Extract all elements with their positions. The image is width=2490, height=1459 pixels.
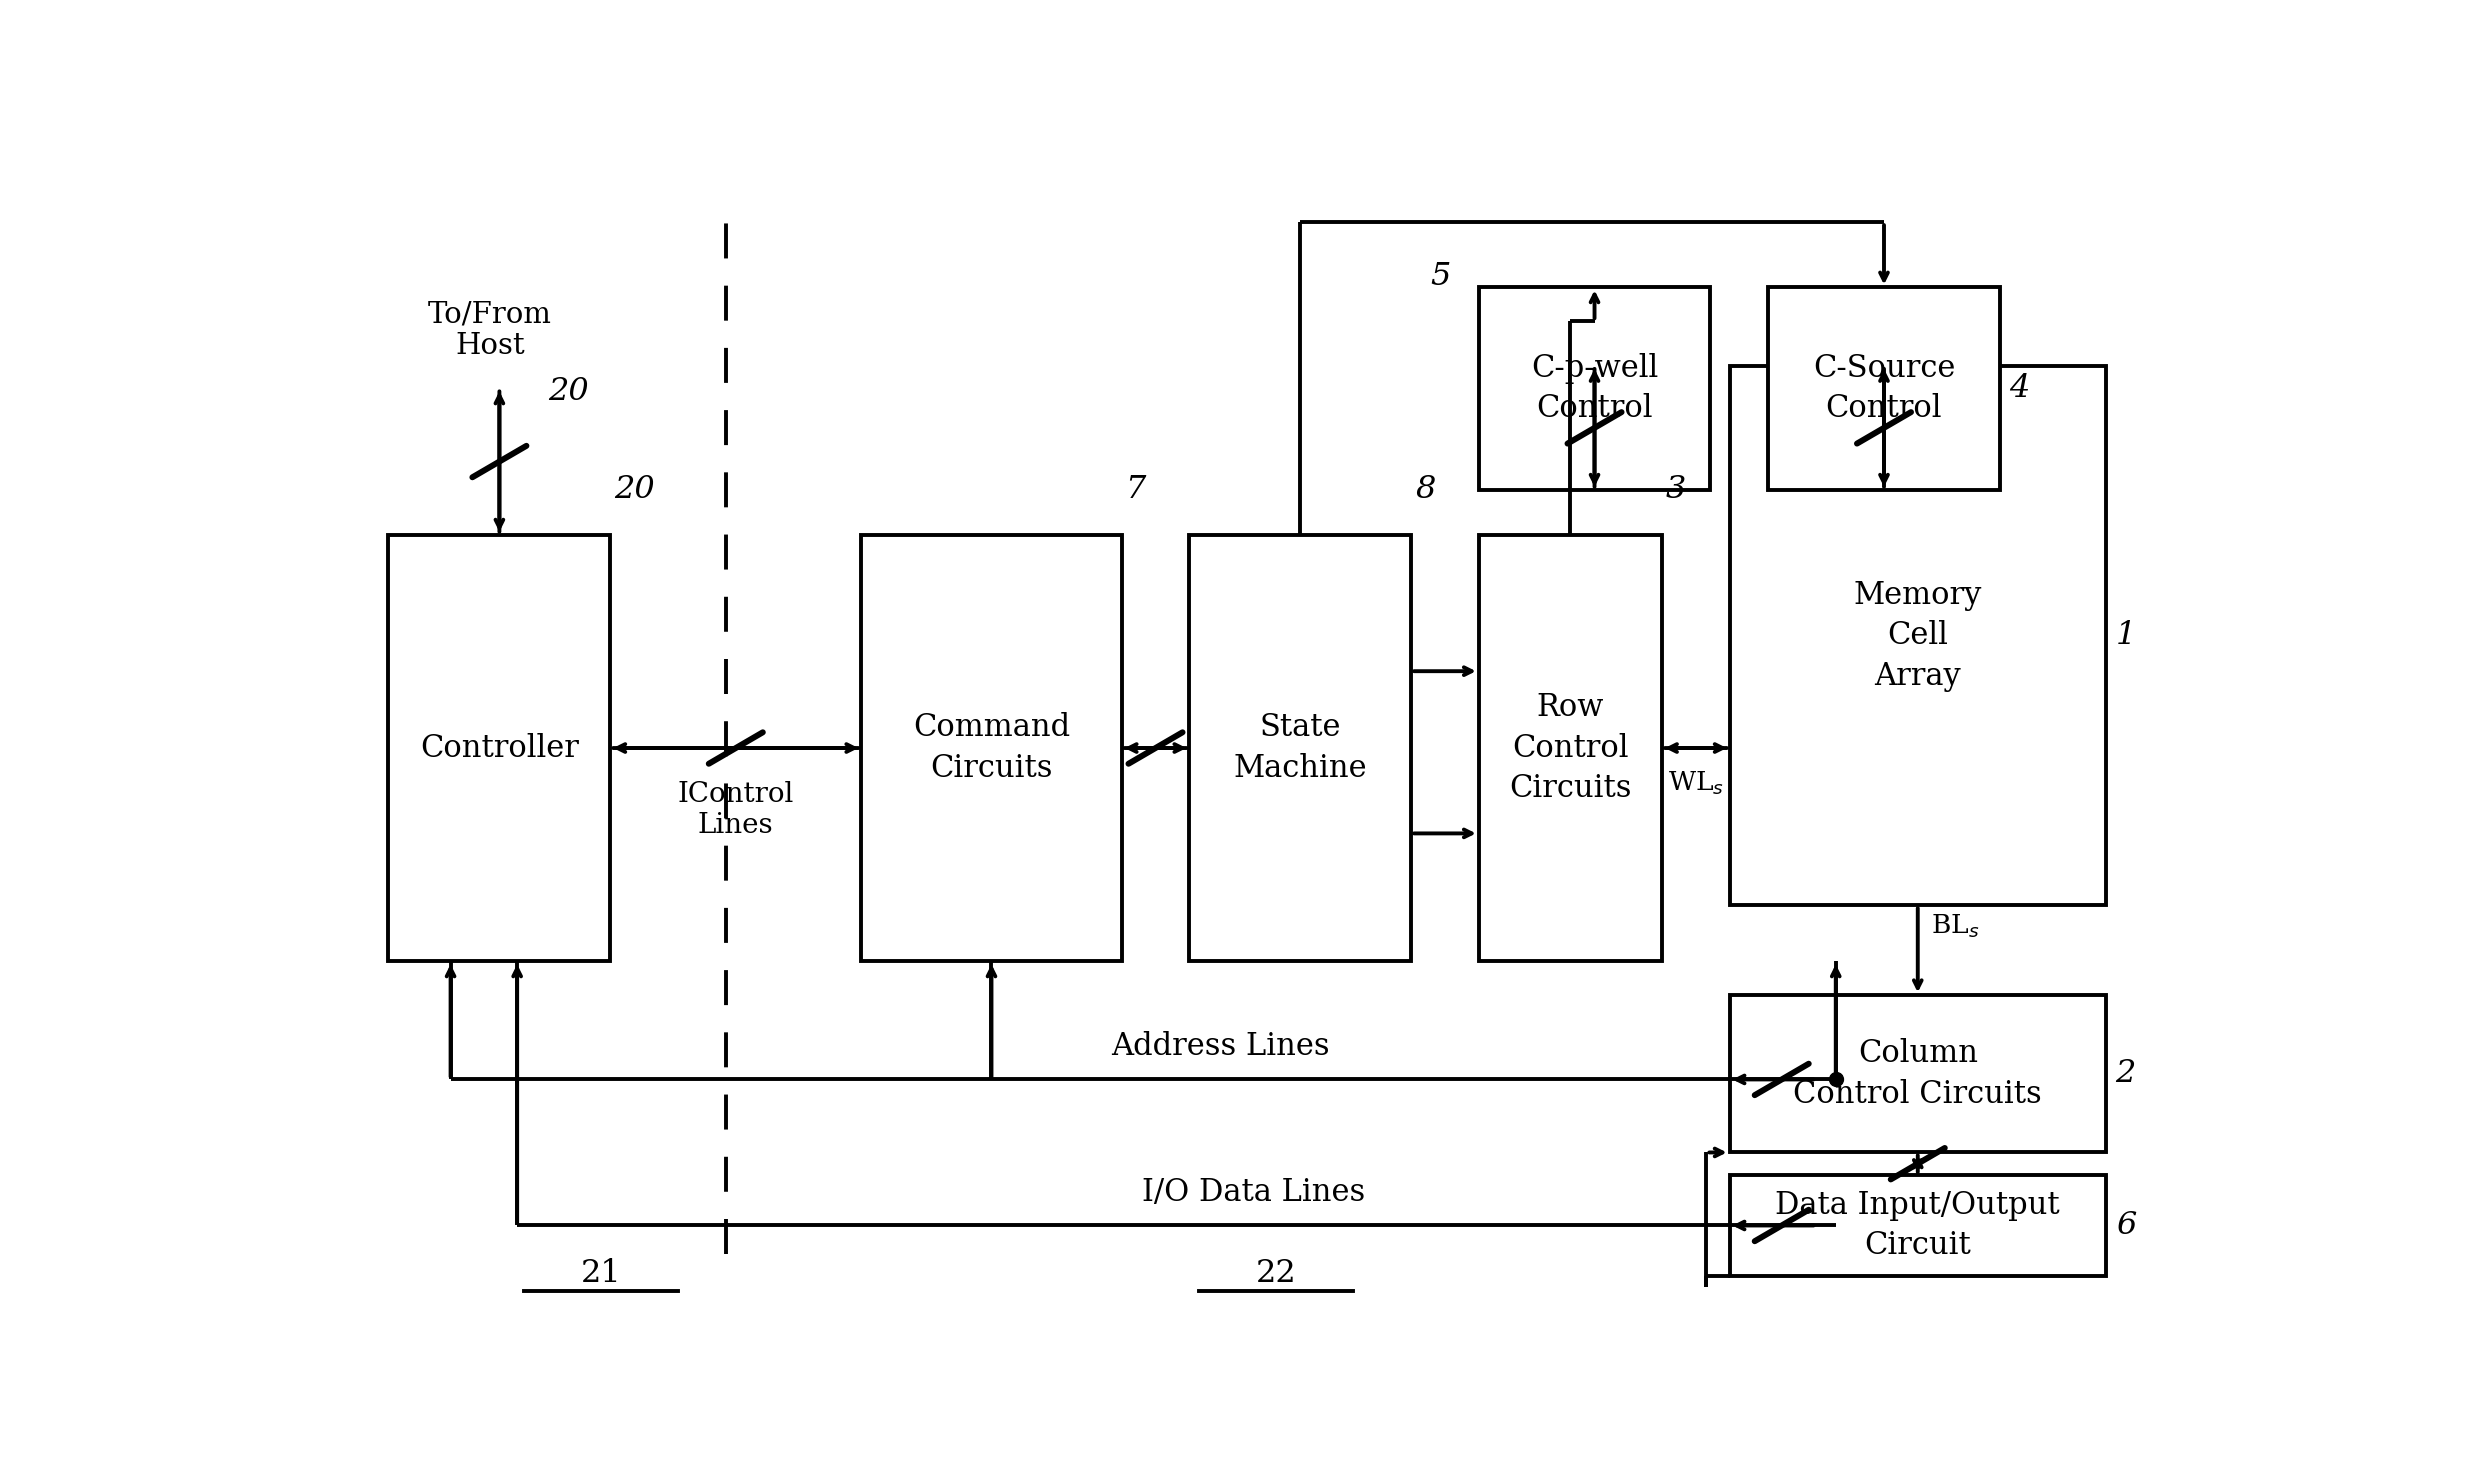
FancyBboxPatch shape xyxy=(1190,534,1412,961)
Text: 20: 20 xyxy=(548,376,588,407)
Text: To/From
Host: To/From Host xyxy=(428,301,553,360)
Text: 20: 20 xyxy=(615,474,655,505)
Text: Row
Control
Circuits: Row Control Circuits xyxy=(1509,692,1631,804)
Text: Memory
Cell
Array: Memory Cell Array xyxy=(1853,579,1982,692)
Text: IControl
Lines: IControl Lines xyxy=(677,781,794,839)
Text: 7: 7 xyxy=(1125,474,1145,505)
FancyBboxPatch shape xyxy=(862,534,1120,961)
Text: 8: 8 xyxy=(1414,474,1434,505)
Text: 5: 5 xyxy=(1429,261,1452,292)
Text: WL$_s$: WL$_s$ xyxy=(1668,770,1723,797)
FancyBboxPatch shape xyxy=(1731,995,2107,1153)
FancyBboxPatch shape xyxy=(388,534,610,961)
Text: 22: 22 xyxy=(1255,1258,1297,1288)
Text: Data Input/Output
Circuit: Data Input/Output Circuit xyxy=(1775,1189,2059,1261)
FancyBboxPatch shape xyxy=(1731,366,2107,905)
Text: Column
Control Circuits: Column Control Circuits xyxy=(1793,1037,2042,1110)
Text: C-p-well
Control: C-p-well Control xyxy=(1531,353,1658,425)
Text: 3: 3 xyxy=(1666,474,1686,505)
Text: Address Lines: Address Lines xyxy=(1111,1030,1330,1062)
Text: Command
Circuits: Command Circuits xyxy=(914,712,1071,783)
Text: 1: 1 xyxy=(2116,620,2136,651)
Text: 21: 21 xyxy=(580,1258,620,1288)
Text: 6: 6 xyxy=(2116,1210,2136,1242)
Text: BL$_s$: BL$_s$ xyxy=(1932,912,1980,940)
Text: 4: 4 xyxy=(2009,374,2029,404)
FancyBboxPatch shape xyxy=(1479,534,1663,961)
FancyBboxPatch shape xyxy=(1768,287,1999,490)
Text: Controller: Controller xyxy=(421,732,578,763)
Text: State
Machine: State Machine xyxy=(1233,712,1367,783)
Text: I/O Data Lines: I/O Data Lines xyxy=(1143,1177,1365,1208)
Text: 2: 2 xyxy=(2116,1058,2136,1090)
FancyBboxPatch shape xyxy=(1479,287,1711,490)
FancyBboxPatch shape xyxy=(1731,1174,2107,1277)
Text: C-Source
Control: C-Source Control xyxy=(1813,353,1955,425)
